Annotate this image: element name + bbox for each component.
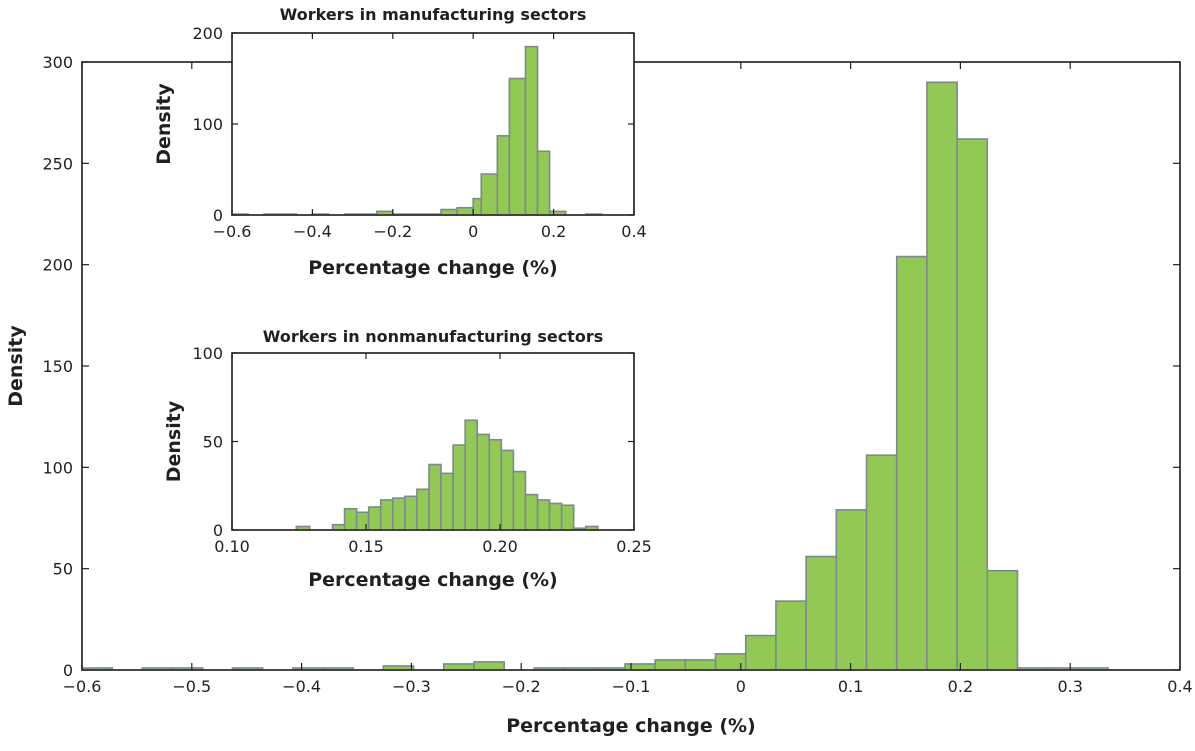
inset-manufacturing-bar	[524, 45, 539, 216]
inset-manufacturing-x-tick-label: −0.2	[373, 222, 412, 241]
inset-nonmanufacturing-bar	[512, 470, 527, 531]
main-bar	[744, 634, 777, 671]
main-y-tick-label: 150	[42, 357, 73, 376]
inset-manufacturing-bar	[456, 206, 474, 216]
inset-manufacturing-bar	[536, 150, 551, 216]
inset-nonmanufacturing-bar	[343, 507, 358, 531]
main-x-tick-label: −0.6	[63, 677, 102, 696]
main-bar	[684, 659, 717, 671]
inset-nonmanufacturing-x-tick-label: 0.20	[482, 537, 518, 556]
main-bar	[986, 569, 1019, 671]
inset-nonmanufacturing-bar	[428, 463, 442, 531]
inset-manufacturing-y-tick-label: 100	[192, 115, 223, 134]
main-x-tick-label: 0.1	[838, 677, 863, 696]
inset-manufacturing-bar	[480, 173, 499, 216]
main-y-tick-label: 200	[42, 256, 73, 275]
inset-manufacturing-x-tick-label: −0.6	[213, 222, 252, 241]
inset-manufacturing-bar	[496, 135, 511, 216]
main-x-tick-label: 0.3	[1057, 677, 1082, 696]
inset-nonmanufacturing-bar	[355, 511, 370, 531]
inset-nonmanufacturing-y-tick-label: 100	[192, 344, 223, 363]
inset-manufacturing-plot-frame	[231, 32, 635, 216]
inset-manufacturing-y-tick-label: 200	[192, 24, 223, 43]
inset-nonmanufacturing-y-axis-title: Density	[163, 400, 185, 482]
main-y-tick-label: 50	[53, 560, 73, 579]
main-bar	[895, 255, 928, 671]
inset-nonmanufacturing-bar	[391, 497, 406, 531]
main-x-axis-title: Percentage change (%)	[506, 715, 756, 737]
inset-nonmanufacturing-panel: 0.10 0.15 0.20 0.25 0 50 100 Percentage change …	[163, 327, 652, 591]
main-bar	[956, 138, 989, 671]
main-y-tick-label: 300	[42, 53, 73, 72]
inset-manufacturing-bar	[508, 77, 527, 216]
inset-nonmanufacturing-bar	[488, 438, 503, 531]
main-bar	[835, 509, 868, 671]
inset-nonmanufacturing-y-tick-label: 50	[203, 433, 223, 452]
main-x-tick-label: 0.2	[948, 677, 973, 696]
inset-nonmanufacturing-bar	[524, 493, 539, 531]
inset-nonmanufacturing-bar	[452, 444, 466, 531]
inset-nonmanufacturing-bar	[416, 488, 430, 531]
inset-nonmanufacturing-x-axis-title: Percentage change (%)	[308, 569, 558, 591]
inset-nonmanufacturing-bar	[500, 449, 515, 531]
inset-nonmanufacturing-bar	[379, 499, 394, 531]
inset-nonmanufacturing-bar	[560, 504, 575, 531]
inset-nonmanufacturing-bar	[331, 523, 346, 531]
inset-nonmanufacturing-bar	[548, 502, 563, 531]
inset-manufacturing-bar	[440, 208, 458, 216]
inset-manufacturing-x-tick-label: 0	[468, 222, 478, 241]
inset-nonmanufacturing-x-tick-label: 0.25	[616, 537, 652, 556]
main-bar	[442, 663, 475, 671]
main-y-axis-title: Density	[5, 325, 27, 407]
main-y-tick-label: 0	[63, 661, 73, 680]
inset-manufacturing-x-tick-label: 0.2	[541, 222, 566, 241]
main-x-tick-label: −0.2	[502, 677, 541, 696]
inset-nonmanufacturing-x-tick-label: 0.15	[348, 537, 384, 556]
main-bar	[624, 663, 656, 671]
main-y-tick-label: 250	[42, 154, 73, 173]
inset-manufacturing-x-tick-label: −0.4	[293, 222, 332, 241]
inset-nonmanufacturing-bar	[536, 499, 551, 531]
inset-nonmanufacturing-x-tick-label: 0.10	[214, 537, 250, 556]
inset-manufacturing-y-axis-title: Density	[153, 83, 175, 165]
main-x-tick-label: −0.1	[612, 677, 651, 696]
inset-nonmanufacturing-bar	[476, 433, 491, 531]
main-x-tick-label: 0.4	[1167, 677, 1192, 696]
inset-nonmanufacturing-title: Workers in nonmanufacturing sectors	[263, 327, 603, 346]
main-x-tick-label: −0.5	[172, 677, 211, 696]
main-x-tick-label: 0	[736, 677, 746, 696]
main-y-tick-label: 100	[42, 458, 73, 477]
main-bar	[926, 81, 958, 671]
inset-nonmanufacturing-bar	[440, 472, 454, 531]
main-bar	[865, 454, 898, 671]
inset-manufacturing-title: Workers in manufacturing sectors	[280, 5, 587, 24]
main-bar	[805, 555, 838, 671]
inset-manufacturing-bar	[472, 197, 483, 216]
main-x-tick-label: −0.3	[392, 677, 431, 696]
inset-nonmanufacturing-bar	[367, 506, 382, 531]
inset-manufacturing-x-axis-title: Percentage change (%)	[308, 257, 558, 279]
main-bar	[775, 600, 807, 671]
inset-manufacturing-x-tick-label: 0.4	[621, 222, 646, 241]
main-bar	[654, 659, 687, 671]
main-bar	[473, 661, 505, 671]
main-x-tick-label: −0.4	[282, 677, 321, 696]
inset-nonmanufacturing-bar	[404, 495, 418, 531]
inset-nonmanufacturing-bar	[464, 419, 479, 531]
inset-manufacturing-y-tick-label: 0	[213, 206, 223, 225]
inset-manufacturing-panel: −0.6 −0.4 −0.2 0 0.2 0.4 0 100 200 Percentage cha…	[153, 5, 647, 279]
inset-nonmanufacturing-y-tick-label: 0	[213, 521, 223, 540]
